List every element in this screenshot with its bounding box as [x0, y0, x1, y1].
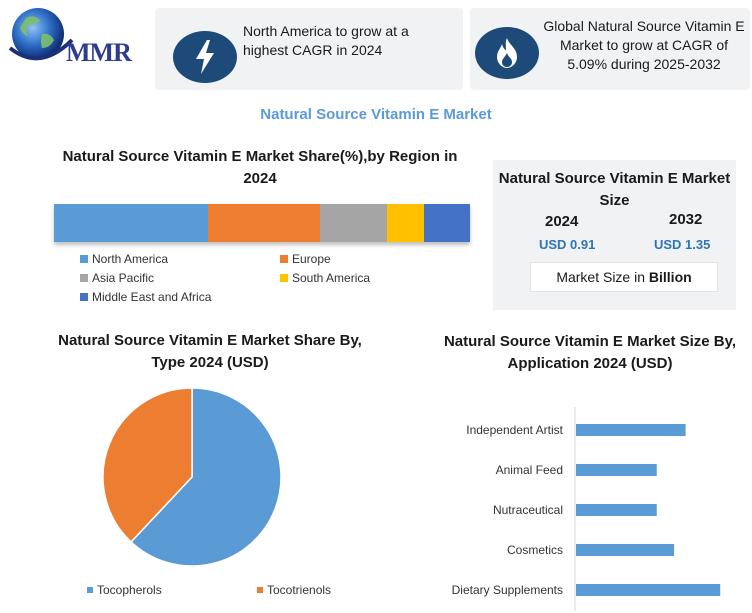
- legend-item: Middle East and Africa: [80, 290, 211, 304]
- legend-swatch: [280, 255, 288, 263]
- application-chart-title: Natural Source Vitamin E Market Size By,…: [443, 333, 737, 372]
- company-logo: MMR: [6, 4, 134, 74]
- category-label: Nutraceutical: [493, 503, 563, 517]
- legend-label: Tocopherols: [97, 583, 162, 597]
- category-label: Independent Artist: [466, 423, 563, 437]
- legend-item: Asia Pacific: [80, 271, 154, 285]
- legend-item: Europe: [280, 252, 331, 266]
- application-bar-chart: Independent Artist Animal Feed Nutraceutic…: [452, 407, 721, 611]
- legend-item: North America: [80, 252, 168, 266]
- value-start: USD 0.91: [539, 237, 596, 252]
- page-title: Natural Source Vitamin E Market: [260, 106, 492, 123]
- type-chart-title: Natural Source Vitamin E Market Share By…: [58, 332, 362, 371]
- region-bar-segment: [54, 204, 208, 242]
- flame-icon: [475, 27, 539, 79]
- legend-label: Asia Pacific: [92, 271, 155, 285]
- region-chart-title: Natural Source Vitamin E Market Share(%)…: [62, 148, 458, 187]
- card-text: Global Natural Source Vitamin E Market t…: [543, 18, 745, 72]
- application-bar: [576, 544, 675, 556]
- category-label: Cosmetics: [507, 543, 563, 557]
- application-bar: [576, 464, 657, 476]
- legend-swatch: [257, 587, 263, 593]
- legend-swatch: [80, 293, 88, 301]
- year-end: 2032: [669, 211, 703, 228]
- application-bar: [576, 424, 686, 436]
- legend-item: Tocopherols: [87, 583, 162, 597]
- legend-label: Tocotrienols: [267, 583, 332, 597]
- logo-text: MMR: [66, 38, 132, 67]
- year-start: 2024: [545, 213, 579, 230]
- market-size-box: Natural Source Vitamin E Market Size 202…: [493, 160, 736, 310]
- legend-label: North America: [92, 252, 169, 266]
- legend-swatch: [80, 274, 88, 282]
- lightning-bolt-icon: [173, 31, 237, 83]
- legend-swatch: [80, 255, 88, 263]
- value-end: USD 1.35: [654, 237, 711, 252]
- application-bar: [576, 584, 721, 596]
- category-label: Dietary Supplements: [452, 583, 563, 597]
- highlight-card-region: North America to grow at a highest CAGR …: [155, 8, 463, 90]
- category-label: Animal Feed: [496, 463, 563, 477]
- highlight-card-cagr: Global Natural Source Vitamin E Market t…: [470, 8, 750, 90]
- card-text: North America to grow at a highest CAGR …: [243, 23, 409, 58]
- globe-icon: [8, 8, 74, 61]
- pie-slice: [102, 387, 193, 543]
- region-bar-segment: [386, 204, 425, 242]
- legend-item: Tocotrienols: [257, 583, 331, 597]
- legend-label: South America: [292, 271, 371, 285]
- region-bar-segment: [207, 204, 321, 242]
- region-stacked-bar: [54, 204, 470, 242]
- market-size-unit: Market Size in Billion: [530, 262, 718, 292]
- region-bar-segment: [424, 204, 470, 242]
- type-pie-chart: [102, 387, 282, 567]
- application-bar: [576, 504, 657, 516]
- market-size-title: Natural Source Vitamin E Market Size: [498, 170, 731, 209]
- unit-bold: Billion: [648, 269, 692, 285]
- legend-swatch: [87, 587, 93, 593]
- legend-label: Europe: [292, 252, 331, 266]
- legend-item: South America: [280, 271, 370, 285]
- legend-swatch: [280, 274, 288, 282]
- region-bar-segment: [320, 204, 387, 242]
- legend-label: Middle East and Africa: [92, 290, 212, 304]
- pie-slice: [130, 387, 282, 567]
- unit-prefix: Market Size in: [556, 269, 649, 285]
